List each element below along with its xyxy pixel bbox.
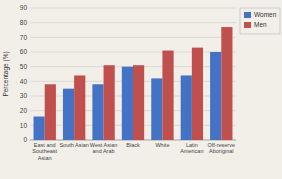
x-tick-label-line: East and	[34, 142, 56, 148]
legend-label: Women	[254, 11, 277, 18]
bar	[192, 48, 203, 140]
x-tick-label: White	[155, 142, 169, 148]
y-tick-label: 80	[20, 19, 28, 26]
x-tick-label-line: West Asian	[90, 142, 117, 148]
legend-label: Men	[254, 21, 267, 28]
y-tick-label: 40	[20, 78, 28, 85]
y-tick-label: 60	[20, 48, 28, 55]
bar	[181, 75, 192, 140]
grid-line	[30, 52, 236, 53]
y-tick-label: 20	[20, 107, 28, 114]
y-tick-label: 30	[20, 92, 28, 99]
x-tick-label: Off-reserveAboriginal	[208, 142, 235, 154]
bar	[63, 89, 74, 140]
legend-swatch	[244, 12, 251, 18]
y-tick-label: 50	[20, 63, 28, 70]
y-tick-label: 0	[23, 136, 27, 143]
x-tick-label-line: Latin	[186, 142, 198, 148]
chart: 0 10 20 30 40 50 60 70 80 90 Percentage (%) East an…	[0, 0, 282, 179]
y-tick-label: 90	[20, 4, 28, 11]
x-tick-label: South Asian	[59, 142, 88, 148]
bar	[221, 27, 232, 140]
x-tick-label-line: Asian	[38, 155, 52, 161]
x-tick-label: Black	[126, 142, 140, 148]
x-tick-label: LatinAmerican	[180, 142, 203, 154]
x-tick-label-line: White	[155, 142, 169, 148]
x-tick-label-line: Black	[126, 142, 140, 148]
grid-line	[30, 8, 236, 9]
bar	[45, 84, 56, 140]
x-tick-label-line: South Asian	[59, 142, 88, 148]
bar	[122, 67, 133, 140]
bar	[133, 65, 144, 140]
x-tick-label: East andSoutheastAsian	[32, 142, 57, 161]
y-axis-label: Percentage (%)	[2, 51, 10, 96]
x-tick-label-line: Southeast	[32, 148, 57, 154]
x-tick-label-line: and Arab	[93, 148, 115, 154]
bars	[34, 27, 233, 140]
bar	[104, 65, 115, 140]
bar	[151, 78, 162, 140]
bar	[210, 52, 221, 140]
x-tick-label-line: American	[180, 148, 203, 154]
x-tick-label-line: Off-reserve	[208, 142, 235, 148]
bar	[74, 75, 85, 140]
bar	[34, 117, 45, 140]
legend-swatch	[244, 22, 251, 28]
legend: Women Men	[240, 8, 280, 34]
x-tick-label-line: Aboriginal	[209, 148, 233, 154]
bar	[92, 84, 103, 140]
grid-line	[30, 22, 236, 23]
y-tick-label: 70	[20, 34, 28, 41]
x-tick-label: West Asianand Arab	[90, 142, 117, 154]
grid-line	[30, 37, 236, 38]
bar	[162, 51, 173, 140]
legend-frame	[240, 8, 280, 34]
y-tick-label: 10	[20, 122, 28, 129]
